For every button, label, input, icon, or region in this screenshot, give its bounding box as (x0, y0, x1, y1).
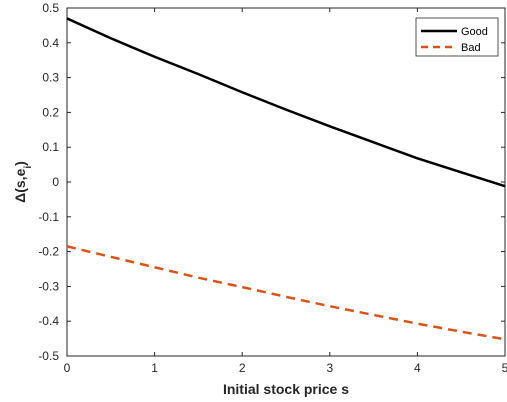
y-tick-label: 0.1 (42, 140, 59, 154)
plot-area (66, 7, 506, 357)
x-tick-label: 0 (64, 361, 71, 375)
y-tick-label: -0.4 (38, 314, 59, 328)
x-tick-label: 1 (151, 361, 158, 375)
ticks (66, 7, 506, 357)
x-tick-label: 3 (326, 361, 333, 375)
legend-box (415, 17, 499, 57)
series-lines (66, 17, 506, 341)
y-tick-label: -0.1 (38, 210, 59, 224)
y-tick-label: 0.4 (42, 36, 59, 50)
y-tick-label: -0.5 (38, 349, 59, 363)
x-tick-label: 5 (502, 361, 507, 375)
x-axis-label: Initial stock price s (223, 381, 349, 397)
legend: Good Bad (415, 17, 499, 57)
y-tick-label: 0.3 (42, 71, 59, 85)
y-tick-label: 0 (52, 175, 59, 189)
series-line-bad (66, 245, 506, 341)
y-axis-label-close: ) (12, 161, 28, 166)
x-tick-label: 4 (414, 361, 421, 375)
legend-label-bad: Bad (461, 42, 481, 54)
series-line-good (66, 17, 506, 188)
x-tick-label: 2 (239, 361, 246, 375)
y-tick-label: -0.2 (38, 245, 59, 259)
y-axis-label: Δ(s,ei) (12, 161, 34, 203)
tick-labels: 0 1 2 3 4 5 -0.5 -0.4 -0.3 -0.2 -0.1 0 0.1 0.2 0.3 0.4 0… (38, 1, 507, 375)
y-tick-label: -0.3 (38, 279, 59, 293)
legend-label-good: Good (461, 26, 488, 38)
y-tick-label: 0.2 (42, 105, 59, 119)
y-axis-label-subscript: i (23, 166, 34, 169)
y-tick-label: 0.5 (42, 1, 59, 15)
y-axis-label-main: Δ(s,e (12, 168, 28, 202)
